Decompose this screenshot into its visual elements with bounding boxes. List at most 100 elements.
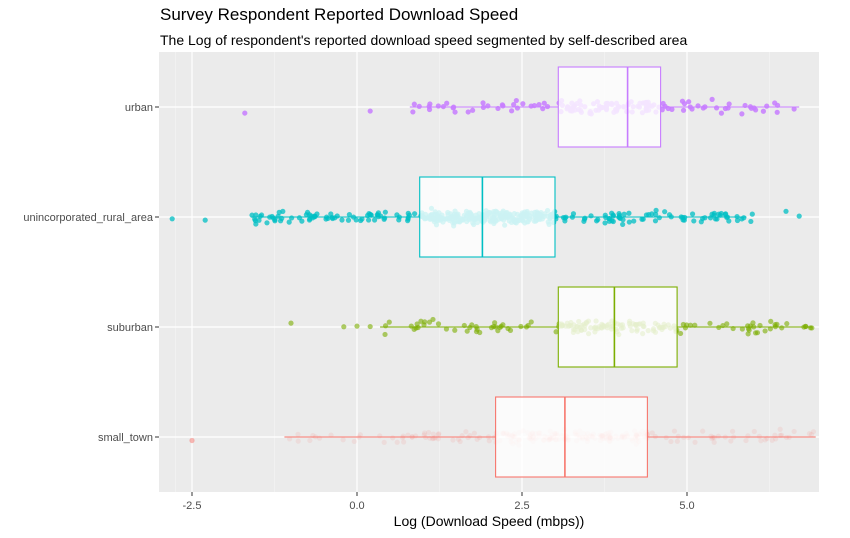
- data-point: [621, 211, 627, 217]
- data-point: [702, 215, 708, 221]
- data-point: [405, 216, 411, 222]
- data-point: [346, 211, 352, 218]
- data-point: [480, 100, 486, 106]
- data-point: [680, 107, 687, 113]
- data-point: [646, 211, 652, 218]
- box-iqr: [419, 176, 556, 258]
- data-point: [465, 109, 471, 115]
- data-point: [626, 210, 632, 216]
- data-point: [339, 217, 345, 223]
- data-point: [724, 321, 730, 327]
- data-point: [631, 218, 637, 224]
- data-point: [718, 110, 725, 116]
- data-point: [772, 100, 778, 106]
- data-point: [386, 319, 392, 325]
- data-point: [444, 100, 450, 106]
- outlier-point: [354, 323, 360, 329]
- data-point: [405, 210, 411, 216]
- outlier-point: [796, 213, 802, 219]
- data-point: [668, 438, 674, 445]
- x-tick-label: -2.5: [183, 500, 202, 512]
- chart-title: Survey Respondent Reported Download Spee…: [160, 5, 519, 24]
- data-point: [377, 433, 383, 439]
- data-point: [726, 101, 732, 107]
- data-point: [689, 106, 695, 112]
- data-point: [499, 102, 505, 108]
- data-point: [581, 216, 588, 222]
- data-point: [353, 217, 359, 223]
- data-point: [698, 219, 704, 225]
- outlier-point: [367, 108, 373, 114]
- data-point: [295, 431, 301, 437]
- data-point: [306, 212, 313, 218]
- data-point: [774, 109, 780, 115]
- data-point: [751, 428, 757, 435]
- data-point: [711, 210, 717, 216]
- data-point: [400, 433, 406, 439]
- data-point: [394, 439, 400, 445]
- data-point: [253, 212, 259, 218]
- data-point: [674, 438, 680, 444]
- chart-subtitle: The Log of respondent's reported downloa…: [160, 32, 688, 48]
- data-point: [421, 430, 428, 436]
- data-point: [396, 217, 402, 223]
- data-point: [660, 100, 666, 107]
- x-tick-label: 5.0: [679, 500, 694, 512]
- data-point: [663, 434, 669, 441]
- data-point: [452, 327, 458, 333]
- data-point: [675, 433, 681, 439]
- data-point: [416, 103, 422, 109]
- data-point: [507, 327, 514, 333]
- data-point: [593, 218, 600, 224]
- data-point: [422, 319, 428, 325]
- data-point: [514, 105, 521, 111]
- data-point: [653, 207, 659, 213]
- data-point: [435, 103, 441, 109]
- series-suburban: [288, 286, 815, 368]
- data-point: [541, 100, 547, 106]
- data-point: [328, 432, 334, 438]
- box-iqr: [495, 396, 648, 478]
- x-tick-label: 0.0: [349, 500, 364, 512]
- data-point: [807, 325, 814, 331]
- data-point: [316, 435, 323, 441]
- data-point: [620, 221, 626, 228]
- data-point: [382, 323, 389, 329]
- data-point: [734, 217, 741, 224]
- data-point: [492, 320, 498, 326]
- data-point: [299, 218, 305, 224]
- outlier-point: [288, 320, 294, 326]
- data-point: [707, 320, 713, 326]
- data-point: [381, 216, 387, 222]
- data-point: [474, 436, 480, 442]
- data-point: [739, 111, 745, 117]
- data-point: [270, 215, 276, 221]
- outlier-point: [783, 208, 789, 214]
- x-tick-label: 2.5: [514, 500, 529, 512]
- data-point: [686, 99, 692, 105]
- plot-panel: [159, 52, 819, 492]
- data-point: [295, 438, 301, 444]
- box-iqr: [557, 66, 662, 148]
- data-point: [340, 437, 346, 443]
- data-point: [465, 434, 471, 441]
- data-point: [758, 438, 764, 444]
- data-point: [332, 215, 338, 221]
- data-point: [773, 436, 779, 442]
- data-point: [810, 429, 817, 435]
- data-point: [700, 428, 706, 434]
- data-point: [768, 318, 774, 324]
- data-point: [276, 209, 282, 215]
- data-point: [470, 107, 476, 113]
- series-unincorporated_rural_area: [169, 176, 802, 258]
- data-point: [411, 101, 417, 107]
- data-point: [695, 103, 701, 109]
- data-point: [359, 216, 365, 222]
- data-point: [452, 109, 458, 115]
- data-point: [784, 321, 790, 327]
- data-point: [258, 212, 265, 218]
- data-layer: [169, 66, 817, 478]
- data-point: [414, 321, 420, 327]
- data-point: [436, 431, 442, 437]
- data-point: [498, 323, 504, 329]
